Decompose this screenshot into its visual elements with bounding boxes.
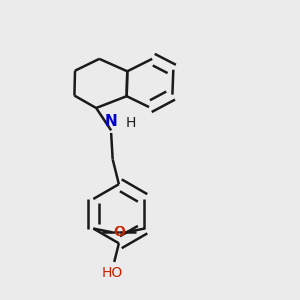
Text: O: O <box>113 225 124 239</box>
Text: H: H <box>126 116 136 130</box>
Text: HO: HO <box>102 266 123 280</box>
Text: O: O <box>114 225 125 239</box>
Text: N: N <box>105 114 118 129</box>
